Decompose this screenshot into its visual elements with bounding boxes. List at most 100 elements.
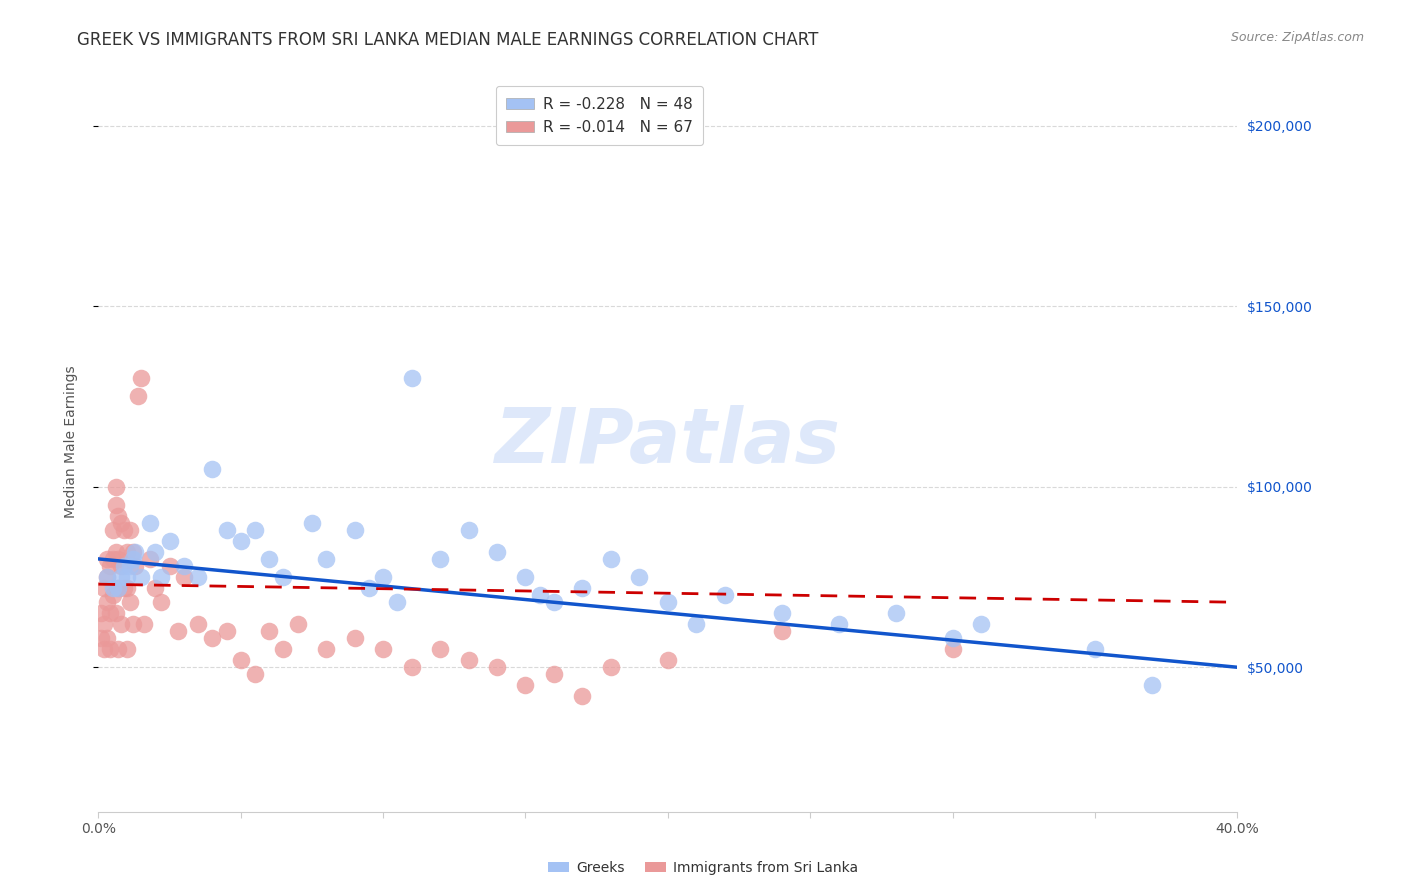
Legend: Greeks, Immigrants from Sri Lanka: Greeks, Immigrants from Sri Lanka	[543, 855, 863, 880]
Point	[273, 642, 295, 657]
Point	[101, 552, 124, 566]
Point	[1084, 642, 1107, 657]
Point	[343, 523, 366, 537]
Point	[942, 642, 965, 657]
Point	[115, 581, 138, 595]
Point	[187, 570, 209, 584]
Point	[600, 552, 623, 566]
Point	[129, 371, 152, 385]
Point	[159, 559, 181, 574]
Point	[96, 595, 118, 609]
Point	[770, 624, 793, 639]
Point	[628, 570, 651, 584]
Point	[970, 616, 993, 631]
Point	[600, 660, 623, 674]
Point	[98, 642, 121, 657]
Point	[90, 632, 112, 646]
Point	[112, 559, 135, 574]
Point	[112, 581, 135, 595]
Point	[159, 533, 181, 548]
Point	[150, 570, 173, 584]
Point	[685, 616, 707, 631]
Point	[107, 642, 129, 657]
Point	[401, 660, 423, 674]
Point	[229, 653, 252, 667]
Point	[315, 642, 337, 657]
Point	[343, 632, 366, 646]
Point	[132, 616, 155, 631]
Point	[828, 616, 851, 631]
Point	[150, 595, 173, 609]
Point	[93, 581, 115, 595]
Point	[215, 523, 238, 537]
Point	[373, 570, 395, 584]
Point	[243, 523, 266, 537]
Y-axis label: Median Male Earnings: Median Male Earnings	[63, 365, 77, 518]
Point	[104, 606, 127, 620]
Point	[96, 570, 118, 584]
Point	[107, 581, 129, 595]
Point	[942, 632, 965, 646]
Point	[124, 559, 146, 574]
Point	[101, 588, 124, 602]
Point	[121, 552, 143, 566]
Point	[315, 552, 337, 566]
Point	[657, 595, 679, 609]
Text: GREEK VS IMMIGRANTS FROM SRI LANKA MEDIAN MALE EARNINGS CORRELATION CHART: GREEK VS IMMIGRANTS FROM SRI LANKA MEDIA…	[77, 31, 818, 49]
Point	[98, 606, 121, 620]
Point	[167, 624, 190, 639]
Point	[118, 559, 141, 574]
Point	[104, 544, 127, 558]
Point	[93, 616, 115, 631]
Point	[243, 667, 266, 681]
Text: Source: ZipAtlas.com: Source: ZipAtlas.com	[1230, 31, 1364, 45]
Point	[98, 559, 121, 574]
Point	[515, 570, 537, 584]
Point	[129, 570, 152, 584]
Point	[107, 552, 129, 566]
Point	[770, 606, 793, 620]
Point	[121, 616, 143, 631]
Point	[515, 678, 537, 692]
Point	[273, 570, 295, 584]
Point	[287, 616, 309, 631]
Point	[457, 653, 479, 667]
Point	[529, 588, 551, 602]
Point	[104, 480, 127, 494]
Point	[884, 606, 907, 620]
Point	[429, 642, 451, 657]
Point	[115, 570, 138, 584]
Point	[107, 508, 129, 523]
Point	[571, 581, 593, 595]
Point	[215, 624, 238, 639]
Point	[110, 570, 132, 584]
Point	[201, 632, 224, 646]
Point	[657, 653, 679, 667]
Point	[93, 642, 115, 657]
Point	[486, 544, 509, 558]
Point	[110, 616, 132, 631]
Point	[357, 581, 380, 595]
Point	[571, 689, 593, 703]
Point	[121, 544, 143, 558]
Point	[259, 552, 281, 566]
Point	[229, 533, 252, 548]
Text: ZIPatlas: ZIPatlas	[495, 405, 841, 478]
Point	[96, 570, 118, 584]
Point	[201, 461, 224, 475]
Point	[110, 559, 132, 574]
Point	[401, 371, 423, 385]
Point	[107, 581, 129, 595]
Point	[543, 595, 565, 609]
Point	[138, 552, 160, 566]
Point	[173, 559, 195, 574]
Point	[429, 552, 451, 566]
Point	[96, 632, 118, 646]
Point	[101, 523, 124, 537]
Legend: R = -0.228   N = 48, R = -0.014   N = 67: R = -0.228 N = 48, R = -0.014 N = 67	[495, 87, 703, 145]
Point	[96, 552, 118, 566]
Point	[301, 516, 323, 530]
Point	[259, 624, 281, 639]
Point	[90, 606, 112, 620]
Point	[145, 581, 167, 595]
